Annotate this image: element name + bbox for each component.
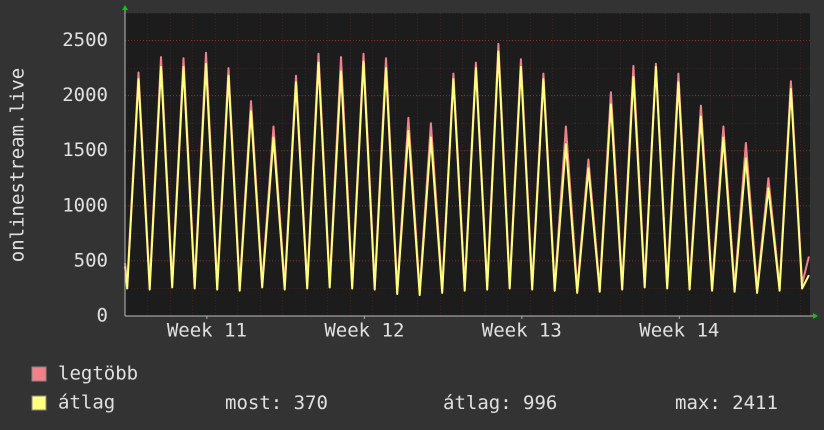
x-tick-label: Week 13 xyxy=(482,320,562,342)
stat-label: max: xyxy=(675,392,721,414)
y-tick-label: 500 xyxy=(74,249,108,271)
y-axis-arrow xyxy=(122,5,128,10)
legend-swatch xyxy=(31,366,47,382)
stat: átlag: 996 xyxy=(443,392,557,414)
legend: legtöbb átlag most: 370 átlag: 996 max: 2411 xyxy=(31,363,778,414)
x-tick-label: Week 11 xyxy=(167,320,247,342)
series-line xyxy=(124,50,810,297)
legend-swatch xyxy=(31,395,47,411)
y-tick-label: 2500 xyxy=(62,29,108,51)
y-tick-label: 0 xyxy=(97,305,108,327)
x-tick-label: Week 12 xyxy=(324,320,404,342)
legend-label: átlag xyxy=(58,392,115,414)
stat: most: 370 xyxy=(225,392,328,414)
y-axis-label: onlinestream.live xyxy=(7,68,29,262)
stat-value: 370 xyxy=(294,392,328,414)
y-tick-label: 1500 xyxy=(62,139,108,161)
y-tick-label: 1000 xyxy=(62,194,108,216)
x-axis-arrow xyxy=(813,313,818,319)
stat-value: 2411 xyxy=(732,392,778,414)
stat: max: 2411 xyxy=(675,392,778,414)
x-tick-label: Week 14 xyxy=(639,320,719,342)
y-tick-label: 2000 xyxy=(62,84,108,106)
stat-label: most: xyxy=(225,392,282,414)
plot: 0 500 1000 1500 2000 2500 Week 11 Week 12 Week 1… xyxy=(62,5,818,342)
stat-label: átlag: xyxy=(443,392,512,414)
minor-grid xyxy=(125,13,810,316)
stat-value: 996 xyxy=(523,392,557,414)
legend-label: legtöbb xyxy=(58,363,138,385)
